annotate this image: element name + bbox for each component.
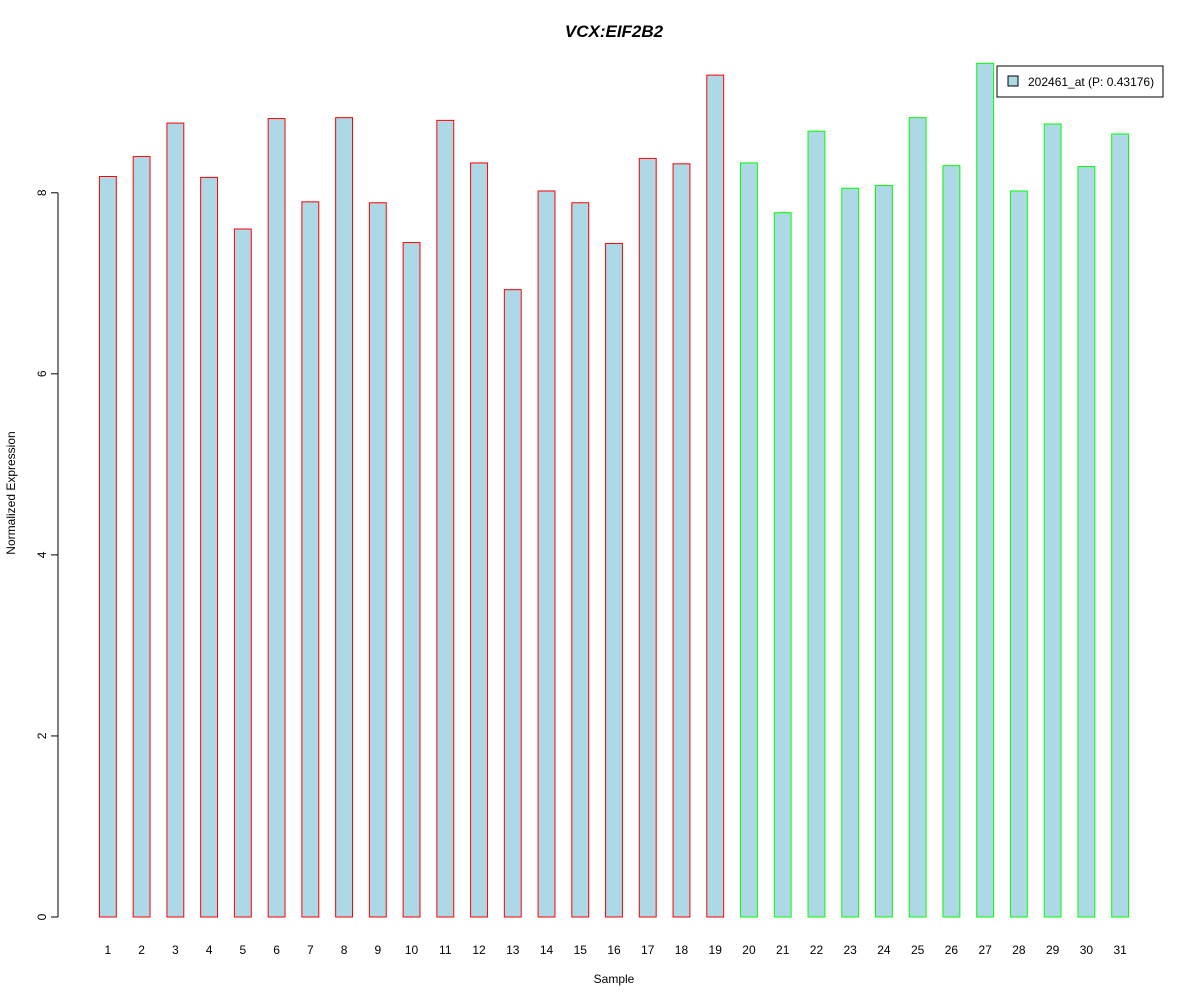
x-tick-label: 20	[742, 943, 756, 957]
bar-sample-11	[436, 119, 455, 918]
x-tick-label: 11	[439, 943, 452, 957]
legend-box	[996, 65, 1164, 98]
x-tick-label: 18	[675, 943, 689, 957]
bar-sample-26	[942, 165, 961, 918]
bar-sample-7	[301, 201, 320, 918]
y-tick-label: 4	[35, 551, 49, 558]
x-tick-label: 3	[172, 943, 179, 957]
x-tick-label: 30	[1080, 943, 1094, 957]
y-tick-label: 6	[35, 370, 49, 377]
bar-sample-24	[875, 185, 893, 918]
bar-sample-15	[571, 202, 590, 918]
x-tick-label: 24	[877, 943, 891, 957]
chart-title: VCX:EIF2B2	[565, 22, 664, 41]
x-tick-label: 28	[1012, 943, 1026, 957]
x-tick-labels: 1 2 3 4 5 6 7 8 9 10 11 12 13 14 15 16 17 18 19 20 21 22 23 24 2…	[105, 943, 1128, 957]
x-tick-label: 14	[540, 943, 554, 957]
legend: 202461_at (P: 0.43176)	[996, 65, 1164, 98]
bar-sample-4	[200, 176, 219, 918]
bars	[98, 62, 1130, 918]
bar-sample-14	[537, 190, 556, 918]
bar-sample-21	[773, 212, 792, 918]
bar-sample-12	[470, 162, 488, 918]
x-tick-label: 25	[911, 943, 925, 957]
x-tick-label: 6	[273, 943, 280, 957]
bar-sample-31	[1111, 133, 1130, 918]
bar-sample-5	[233, 228, 252, 918]
bar-sample-2	[132, 156, 151, 918]
y-tick-label: 2	[35, 732, 49, 739]
bar-sample-30	[1077, 166, 1096, 918]
bar-sample-25	[908, 117, 927, 918]
x-tick-label: 17	[641, 943, 655, 957]
x-tick-label: 22	[810, 943, 824, 957]
bar-sample-29	[1043, 123, 1062, 918]
bar-sample-1	[98, 175, 117, 918]
bar-sample-22	[807, 130, 826, 918]
x-tick-label: 29	[1046, 943, 1060, 957]
y-tick-label: 0	[35, 913, 49, 920]
x-tick-label: 8	[341, 943, 348, 957]
x-axis-label: Sample	[594, 972, 635, 986]
legend-swatch	[1007, 75, 1019, 87]
x-tick-label: 12	[472, 943, 486, 957]
bar-sample-20	[740, 162, 758, 918]
x-tick-label: 9	[374, 943, 381, 957]
x-tick-label: 26	[945, 943, 959, 957]
bar-sample-27	[976, 62, 995, 918]
x-tick-label: 21	[776, 943, 790, 957]
bar-sample-10	[402, 242, 421, 918]
bar-sample-8	[335, 117, 353, 918]
y-axis: 0 2 4 6 8	[35, 189, 59, 920]
x-tick-label: 10	[405, 943, 419, 957]
bar-sample-13	[503, 289, 522, 918]
bar-sample-3	[166, 122, 185, 918]
x-tick-label: 5	[239, 943, 246, 957]
x-tick-label: 15	[574, 943, 588, 957]
x-tick-label: 27	[978, 943, 992, 957]
bar-sample-6	[267, 118, 286, 918]
legend-label: 202461_at (P: 0.43176)	[1028, 75, 1154, 89]
bar-sample-18	[672, 163, 691, 918]
x-tick-label: 7	[307, 943, 314, 957]
x-tick-label: 1	[105, 943, 112, 957]
x-tick-label: 4	[206, 943, 213, 957]
x-tick-label: 19	[709, 943, 723, 957]
y-axis-label: Normalized Expression	[4, 431, 18, 554]
x-tick-label: 31	[1113, 943, 1127, 957]
y-tick-label: 8	[35, 189, 49, 196]
bar-sample-19	[706, 74, 725, 918]
bar-sample-16	[605, 242, 623, 918]
x-tick-label: 13	[506, 943, 520, 957]
bar-sample-23	[841, 187, 860, 918]
bar-sample-17	[638, 157, 657, 918]
x-tick-label: 16	[607, 943, 621, 957]
x-tick-label: 2	[138, 943, 145, 957]
bar-sample-28	[1009, 190, 1028, 918]
bar-sample-9	[368, 202, 387, 918]
x-tick-label: 23	[844, 943, 858, 957]
